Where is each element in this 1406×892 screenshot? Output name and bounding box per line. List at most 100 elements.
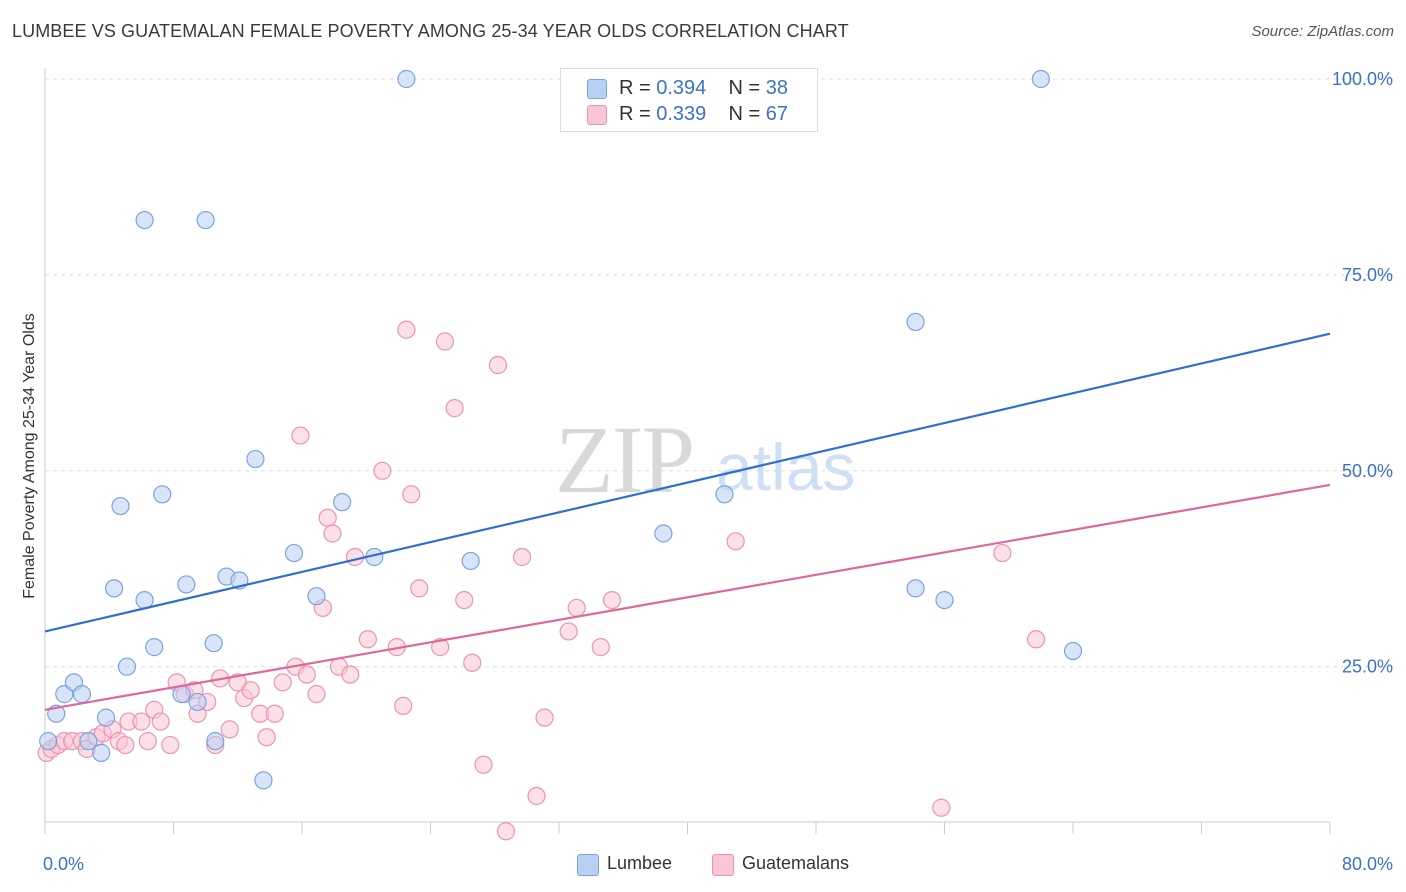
n-value: 38 (766, 77, 788, 99)
data-point-guatemalans (933, 799, 950, 816)
data-point-guatemalans (436, 333, 453, 350)
y-tick-label: 75.0% (1342, 265, 1393, 285)
data-point-guatemalans (242, 682, 259, 699)
n-label: N = (729, 77, 766, 99)
data-point-guatemalans (446, 400, 463, 417)
data-point-guatemalans (274, 674, 291, 691)
data-point-lumbee (154, 486, 171, 503)
data-point-guatemalans (266, 705, 283, 722)
trend-lines (45, 334, 1330, 710)
data-point-lumbee (255, 772, 272, 789)
n-value: 67 (766, 103, 788, 125)
data-point-guatemalans (497, 823, 514, 840)
x-tick-label: 0.0% (43, 854, 84, 874)
r-label: R = (619, 103, 656, 125)
data-point-guatemalans (308, 686, 325, 703)
data-point-guatemalans (324, 525, 341, 542)
data-point-guatemalans (464, 654, 481, 671)
data-point-guatemalans (395, 697, 412, 714)
data-point-lumbee (93, 744, 110, 761)
data-point-lumbee (1032, 71, 1049, 88)
data-point-guatemalans (604, 592, 621, 609)
x-tick-label: 80.0% (1342, 854, 1393, 874)
data-point-guatemalans (560, 623, 577, 640)
data-point-guatemalans (592, 639, 609, 656)
y-tick-label: 50.0% (1342, 461, 1393, 481)
trend-line-guatemalans (45, 485, 1330, 710)
data-point-lumbee (197, 212, 214, 229)
correlation-legend: R = 0.394 N = 38 R = 0.339 N = 67 (560, 68, 818, 132)
data-point-lumbee (40, 733, 57, 750)
data-point-lumbee (73, 686, 90, 703)
data-point-lumbee (247, 451, 264, 468)
data-point-lumbee (112, 498, 129, 515)
data-point-guatemalans (221, 721, 238, 738)
data-point-guatemalans (319, 509, 336, 526)
data-point-guatemalans (347, 548, 364, 565)
data-point-guatemalans (489, 357, 506, 374)
data-point-lumbee (146, 639, 163, 656)
data-point-lumbee (907, 313, 924, 330)
data-point-guatemalans (403, 486, 420, 503)
data-point-lumbee (136, 212, 153, 229)
data-point-guatemalans (359, 631, 376, 648)
data-point-guatemalans (568, 599, 585, 616)
data-point-guatemalans (374, 462, 391, 479)
data-point-guatemalans (456, 592, 473, 609)
data-point-guatemalans (117, 737, 134, 754)
data-point-lumbee (308, 588, 325, 605)
legend-swatch-lumbee (587, 79, 607, 99)
data-point-lumbee (173, 686, 190, 703)
data-point-lumbee (398, 71, 415, 88)
y-tick-label: 100.0% (1332, 69, 1393, 89)
data-point-lumbee (907, 580, 924, 597)
legend-stats-lumbee: R = 0.394 N = 38 (619, 77, 788, 100)
data-point-guatemalans (258, 729, 275, 746)
r-value: 0.339 (656, 103, 706, 125)
data-point-guatemalans (727, 533, 744, 550)
data-point-guatemalans (298, 666, 315, 683)
legend-label-guatemalans: Guatemalans (742, 853, 849, 874)
trend-line-lumbee (45, 334, 1330, 632)
data-point-lumbee (1065, 643, 1082, 660)
legend-swatch-lumbee (577, 854, 599, 876)
data-point-guatemalans (514, 548, 531, 565)
data-point-lumbee (207, 733, 224, 750)
data-point-lumbee (285, 545, 302, 562)
data-point-guatemalans (994, 545, 1011, 562)
data-point-lumbee (118, 658, 135, 675)
data-point-guatemalans (342, 666, 359, 683)
n-label: N = (729, 103, 766, 125)
data-point-guatemalans (162, 737, 179, 754)
r-value: 0.394 (656, 77, 706, 99)
data-point-lumbee (205, 635, 222, 652)
data-point-lumbee (716, 486, 733, 503)
y-tick-label: 25.0% (1342, 657, 1393, 677)
data-point-guatemalans (475, 756, 492, 773)
data-point-lumbee (655, 525, 672, 542)
data-point-lumbee (106, 580, 123, 597)
data-point-guatemalans (398, 321, 415, 338)
watermark: ZIP atlas (555, 406, 855, 513)
data-point-lumbee (98, 709, 115, 726)
data-point-lumbee (462, 552, 479, 569)
data-point-guatemalans (528, 787, 545, 804)
y-axis-label: Female Poverty Among 25-34 Year Olds (21, 313, 39, 599)
data-point-guatemalans (1028, 631, 1045, 648)
legend-label-lumbee: Lumbee (607, 853, 672, 874)
data-point-lumbee (936, 592, 953, 609)
data-point-lumbee (189, 693, 206, 710)
r-label: R = (619, 77, 656, 99)
legend-swatch-guatemalans (587, 105, 607, 125)
data-point-guatemalans (411, 580, 428, 597)
legend-swatch-guatemalans (712, 854, 734, 876)
data-point-guatemalans (292, 427, 309, 444)
data-point-lumbee (334, 494, 351, 511)
data-point-guatemalans (536, 709, 553, 726)
data-point-guatemalans (152, 713, 169, 730)
watermark-atlas: atlas (716, 430, 855, 504)
legend-stats-guatemalans: R = 0.339 N = 67 (619, 103, 788, 126)
data-point-lumbee (178, 576, 195, 593)
data-point-guatemalans (139, 733, 156, 750)
